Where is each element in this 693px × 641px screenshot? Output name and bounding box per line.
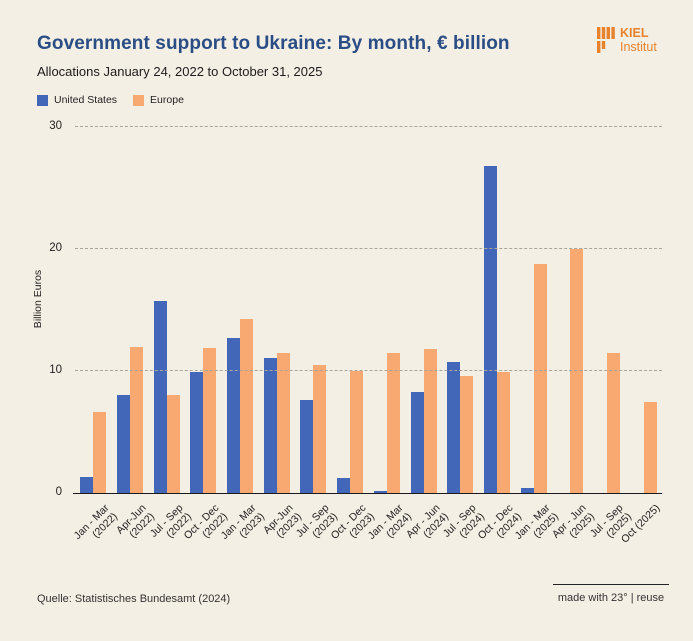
legend-item-united-states: United States (37, 94, 117, 106)
united-states-bar-10 (447, 362, 461, 493)
europe-bar-15 (643, 401, 657, 493)
europe-bar-5 (276, 352, 290, 493)
bar-group-3 (185, 127, 222, 493)
x-axis-line (73, 493, 662, 494)
gridline-30 (75, 126, 662, 127)
europe-bar-11 (496, 372, 510, 493)
bar-group-15 (625, 127, 662, 493)
europe-bar-14 (606, 352, 620, 493)
bar-group-9 (405, 127, 442, 493)
united-states-bar-5 (263, 357, 277, 493)
bar-group-10 (442, 127, 479, 493)
europe-bar-1 (130, 346, 144, 493)
kiel-logo-line1: KIEL (620, 26, 649, 40)
united-states-bar-11 (483, 166, 497, 493)
europe-bar-7 (350, 371, 364, 493)
europe-swatch-icon (133, 94, 145, 106)
y-tick-30: 30 (49, 120, 62, 132)
united-states-bar-0 (80, 477, 94, 493)
europe-bar-9 (423, 349, 437, 493)
x-axis-labels: Jan - Mar (2022) Apr-Jun (2022) Jul - Sep (20… (72, 497, 662, 577)
united-states-swatch-icon (37, 94, 48, 106)
europe-bar-8 (386, 352, 400, 493)
chart-legend: United States Europe (37, 94, 184, 106)
europe-bar-12 (533, 263, 547, 493)
bar-group-6 (295, 127, 332, 493)
y-tick-10: 10 (49, 364, 62, 376)
europe-bar-13 (570, 249, 584, 493)
source-note: Quelle: Statistisches Bundesamt (2024) (37, 593, 231, 605)
chart-subtitle: Allocations January 24, 2022 to October … (37, 64, 323, 79)
y-axis-label: Billion Euros (32, 269, 44, 329)
kiel-institut-logo: KIEL Institut (597, 26, 657, 59)
united-states-bar-3 (190, 372, 204, 493)
europe-bar-10 (460, 375, 474, 493)
gridline-20 (75, 248, 662, 249)
united-states-bar-12 (520, 488, 534, 493)
united-states-bar-9 (410, 391, 424, 493)
y-tick-20: 20 (49, 242, 62, 254)
legend-label-united-states: United States (54, 94, 118, 106)
bar-group-11 (479, 127, 516, 493)
europe-bar-2 (166, 395, 180, 493)
bar-group-2 (148, 127, 185, 493)
europe-bar-3 (203, 347, 217, 493)
bar-group-1 (112, 127, 149, 493)
legend-item-europe: Europe (133, 94, 184, 106)
europe-bar-6 (313, 364, 327, 493)
united-states-bar-2 (153, 301, 167, 493)
bar-group-5 (258, 127, 295, 493)
united-states-bar-7 (337, 478, 351, 493)
united-states-bar-1 (117, 395, 131, 493)
chart-plot-area (73, 126, 662, 494)
made-with-link[interactable]: made with 23° | reuse (553, 584, 669, 604)
bar-group-13 (552, 127, 589, 493)
united-states-bar-6 (300, 400, 314, 493)
europe-bar-4 (240, 318, 254, 493)
y-tick-0: 0 (55, 486, 62, 498)
united-states-bar-8 (373, 490, 387, 493)
gridline-10 (75, 370, 662, 371)
bar-group-14 (589, 127, 626, 493)
kiel-logo-text: KIEL Institut (620, 26, 657, 54)
united-states-bar-4 (227, 338, 241, 493)
bar-group-8 (369, 127, 406, 493)
bar-groups (75, 127, 662, 493)
page-title: Government support to Ukraine: By month,… (37, 33, 510, 54)
europe-bar-0 (93, 412, 107, 493)
kiel-logo-line2: Institut (620, 39, 657, 54)
bar-group-7 (332, 127, 369, 493)
bar-group-4 (222, 127, 259, 493)
bar-group-12 (515, 127, 552, 493)
kiel-bars-icon (597, 27, 616, 59)
bar-group-0 (75, 127, 112, 493)
legend-label-europe: Europe (150, 94, 184, 106)
